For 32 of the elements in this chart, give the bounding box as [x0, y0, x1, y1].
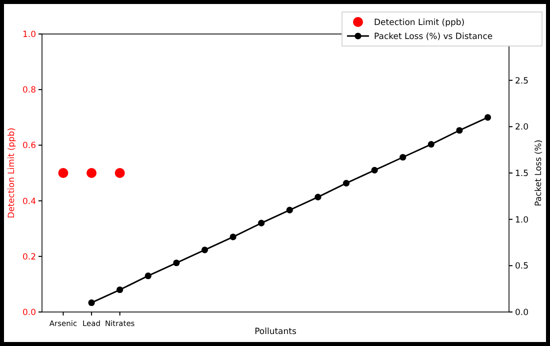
- point: [400, 154, 406, 161]
- legend-label: Packet Loss (%) vs Distance: [374, 32, 493, 42]
- y2-axis-title: Packet Loss (%): [534, 140, 544, 206]
- point: [144, 272, 152, 280]
- y-tick-label: 0.6: [22, 141, 36, 152]
- y-tick-label: 0.8: [22, 86, 36, 96]
- y-tick-label: 0.0: [22, 308, 36, 318]
- y-axis-title: Detection Limit (ppb): [7, 128, 17, 218]
- point: [201, 246, 208, 254]
- point: [173, 260, 180, 266]
- y2-tick-label: 0.5: [515, 262, 529, 272]
- point: [258, 220, 265, 226]
- y2-tick-label: 2.0: [515, 122, 529, 133]
- y-tick-label: 1.0: [22, 30, 36, 40]
- point: [286, 206, 293, 214]
- y2-tick-label: 0.0: [515, 308, 529, 318]
- y2-tick-label: 2.5: [515, 76, 529, 86]
- point: [314, 194, 322, 200]
- point: [342, 180, 350, 186]
- point: [428, 140, 434, 148]
- point: [484, 114, 492, 121]
- legend-label: Detection Limit (ppb): [374, 18, 465, 28]
- point: [456, 127, 463, 134]
- point: [116, 286, 124, 294]
- y-tick-label: 0.2: [22, 252, 36, 262]
- y2-tick-label: 1.0: [515, 215, 529, 226]
- point: [88, 299, 95, 306]
- x-axis-title: Pollutants: [254, 327, 297, 337]
- y2-tick-label: 1.5: [515, 169, 529, 179]
- point: [371, 166, 378, 174]
- y-tick-label: 0.4: [22, 196, 36, 207]
- point: [230, 234, 236, 240]
